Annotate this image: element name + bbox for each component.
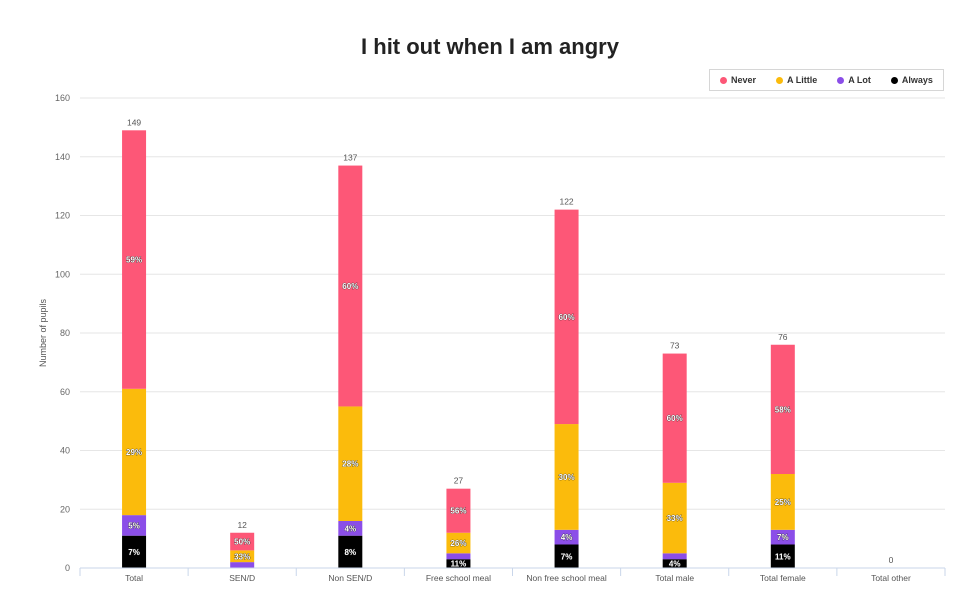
bar-total-label: 122: [559, 197, 573, 207]
legend-marker-never: [720, 76, 727, 84]
x-tick-label: Free school meal: [426, 573, 491, 583]
y-tick-label: 40: [60, 446, 70, 456]
y-tick-label: 100: [55, 269, 70, 279]
x-tick-label: Non SEN/D: [328, 573, 372, 583]
x-tick-label: Non free school meal: [526, 573, 606, 583]
legend-label-never: Never: [731, 75, 757, 85]
data-label: 28%: [342, 460, 358, 469]
bar-segment-a-little[interactable]: [770, 474, 795, 530]
bar-total-label: 12: [237, 520, 247, 530]
legend-marker-a-little: [776, 76, 784, 84]
legend-label-a-little: A Little: [787, 75, 818, 85]
data-label: 50%: [234, 538, 250, 547]
bar-total-label: 73: [670, 341, 680, 351]
bar-segment-always[interactable]: [662, 559, 687, 568]
x-tick-label: Total: [125, 573, 143, 583]
x-tick-label: Total female: [760, 573, 806, 583]
data-label: 7%: [777, 533, 789, 542]
bar-total-label: 0: [889, 555, 894, 565]
bar-segment-a-lot[interactable]: [230, 562, 255, 568]
bar-segment-a-lot[interactable]: [446, 553, 471, 560]
legend-label-always: Always: [901, 75, 933, 85]
data-label: 8%: [345, 548, 357, 557]
y-tick-label: 0: [65, 563, 70, 573]
bar-segment-never[interactable]: [446, 488, 471, 533]
x-axis: Total SEN/D Non SEN/D Free school meal Non f…: [79, 567, 946, 583]
legend-marker-a-lot: [837, 76, 845, 84]
bar-segment-never[interactable]: [554, 209, 579, 425]
bar-segment-always[interactable]: [338, 535, 363, 568]
y-tick-label: 160: [55, 93, 70, 103]
bar-segment-never[interactable]: [338, 165, 363, 407]
data-label: 59%: [126, 256, 142, 265]
data-label: 5%: [128, 521, 140, 530]
bar-segment-a-lot[interactable]: [662, 553, 687, 560]
bar-total-label: 76: [778, 332, 788, 342]
data-label: 33%: [234, 552, 250, 561]
data-label: 7%: [561, 552, 573, 561]
bar-segment-a-little[interactable]: [122, 388, 147, 516]
bar-segment-never[interactable]: [230, 532, 255, 551]
data-label: 29%: [126, 448, 142, 457]
y-tick-label: 140: [55, 152, 70, 162]
data-label: 7%: [128, 548, 140, 557]
data-label: 30%: [559, 473, 575, 482]
legend-item-never[interactable]: Never: [720, 75, 756, 85]
data-label: 4%: [669, 560, 681, 569]
bar-segment-a-little[interactable]: [230, 550, 255, 563]
bar-segment-a-little[interactable]: [662, 482, 687, 554]
legend-item-a-lot[interactable]: A Lot: [837, 75, 871, 85]
bar-total-label: 149: [127, 117, 141, 127]
legend-label-a-lot: A Lot: [848, 75, 871, 85]
bar-segment-a-lot[interactable]: [122, 515, 147, 536]
bar-segment-a-lot[interactable]: [554, 529, 579, 545]
y-tick-label: 80: [60, 328, 70, 338]
data-label: 4%: [561, 533, 573, 542]
bar-segment-never[interactable]: [770, 344, 795, 474]
data-label: 60%: [342, 282, 358, 291]
bar-segment-a-lot[interactable]: [338, 521, 363, 536]
data-label: 60%: [559, 313, 575, 322]
bar-segment-never[interactable]: [122, 130, 147, 389]
bar-segment-never[interactable]: [662, 353, 687, 483]
data-label: 11%: [451, 560, 467, 569]
data-label: 56%: [450, 507, 466, 516]
bar-total-label: 137: [343, 153, 357, 163]
y-tick-label: 20: [60, 504, 70, 514]
y-axis: 0 20 40 60 80 100 120 140 160: [55, 93, 70, 573]
bar-segment-a-little[interactable]: [554, 424, 579, 530]
bar-segment-a-little[interactable]: [338, 406, 363, 521]
bar-segment-a-little[interactable]: [446, 532, 471, 554]
legend-item-a-little[interactable]: A Little: [776, 75, 817, 85]
bar-total-label: 27: [454, 476, 464, 486]
bar-segment-always[interactable]: [122, 535, 147, 568]
legend-marker-always: [890, 76, 898, 84]
bar-segment-always[interactable]: [770, 544, 795, 569]
data-label: 60%: [667, 414, 683, 423]
bars: 7% 5% 29% 59% 149 33% 50% 12 8% 4% 28% 60% 137 11% 26%…: [122, 117, 894, 569]
y-tick-label: 120: [55, 211, 70, 221]
chart-legend: Never A Little A Lot Always: [709, 69, 944, 91]
data-label: 11%: [775, 552, 791, 561]
bar-segment-a-lot[interactable]: [770, 529, 795, 545]
data-label: 58%: [775, 405, 791, 414]
x-tick-label: SEN/D: [229, 573, 255, 583]
y-axis-label: Number of pupils: [38, 298, 48, 367]
gridlines: [80, 97, 945, 510]
bar-segment-always[interactable]: [554, 544, 579, 569]
data-label: 4%: [345, 524, 357, 533]
chart-title: I hit out when I am angry: [361, 34, 619, 59]
y-tick-label: 60: [60, 387, 70, 397]
data-label: 26%: [450, 539, 466, 548]
bar-segment-always[interactable]: [446, 559, 471, 568]
legend-item-always[interactable]: Always: [890, 75, 933, 85]
x-tick-label: Total other: [871, 573, 911, 583]
data-label: 33%: [667, 514, 683, 523]
x-tick-label: Total male: [655, 573, 694, 583]
data-label: 25%: [775, 498, 791, 507]
